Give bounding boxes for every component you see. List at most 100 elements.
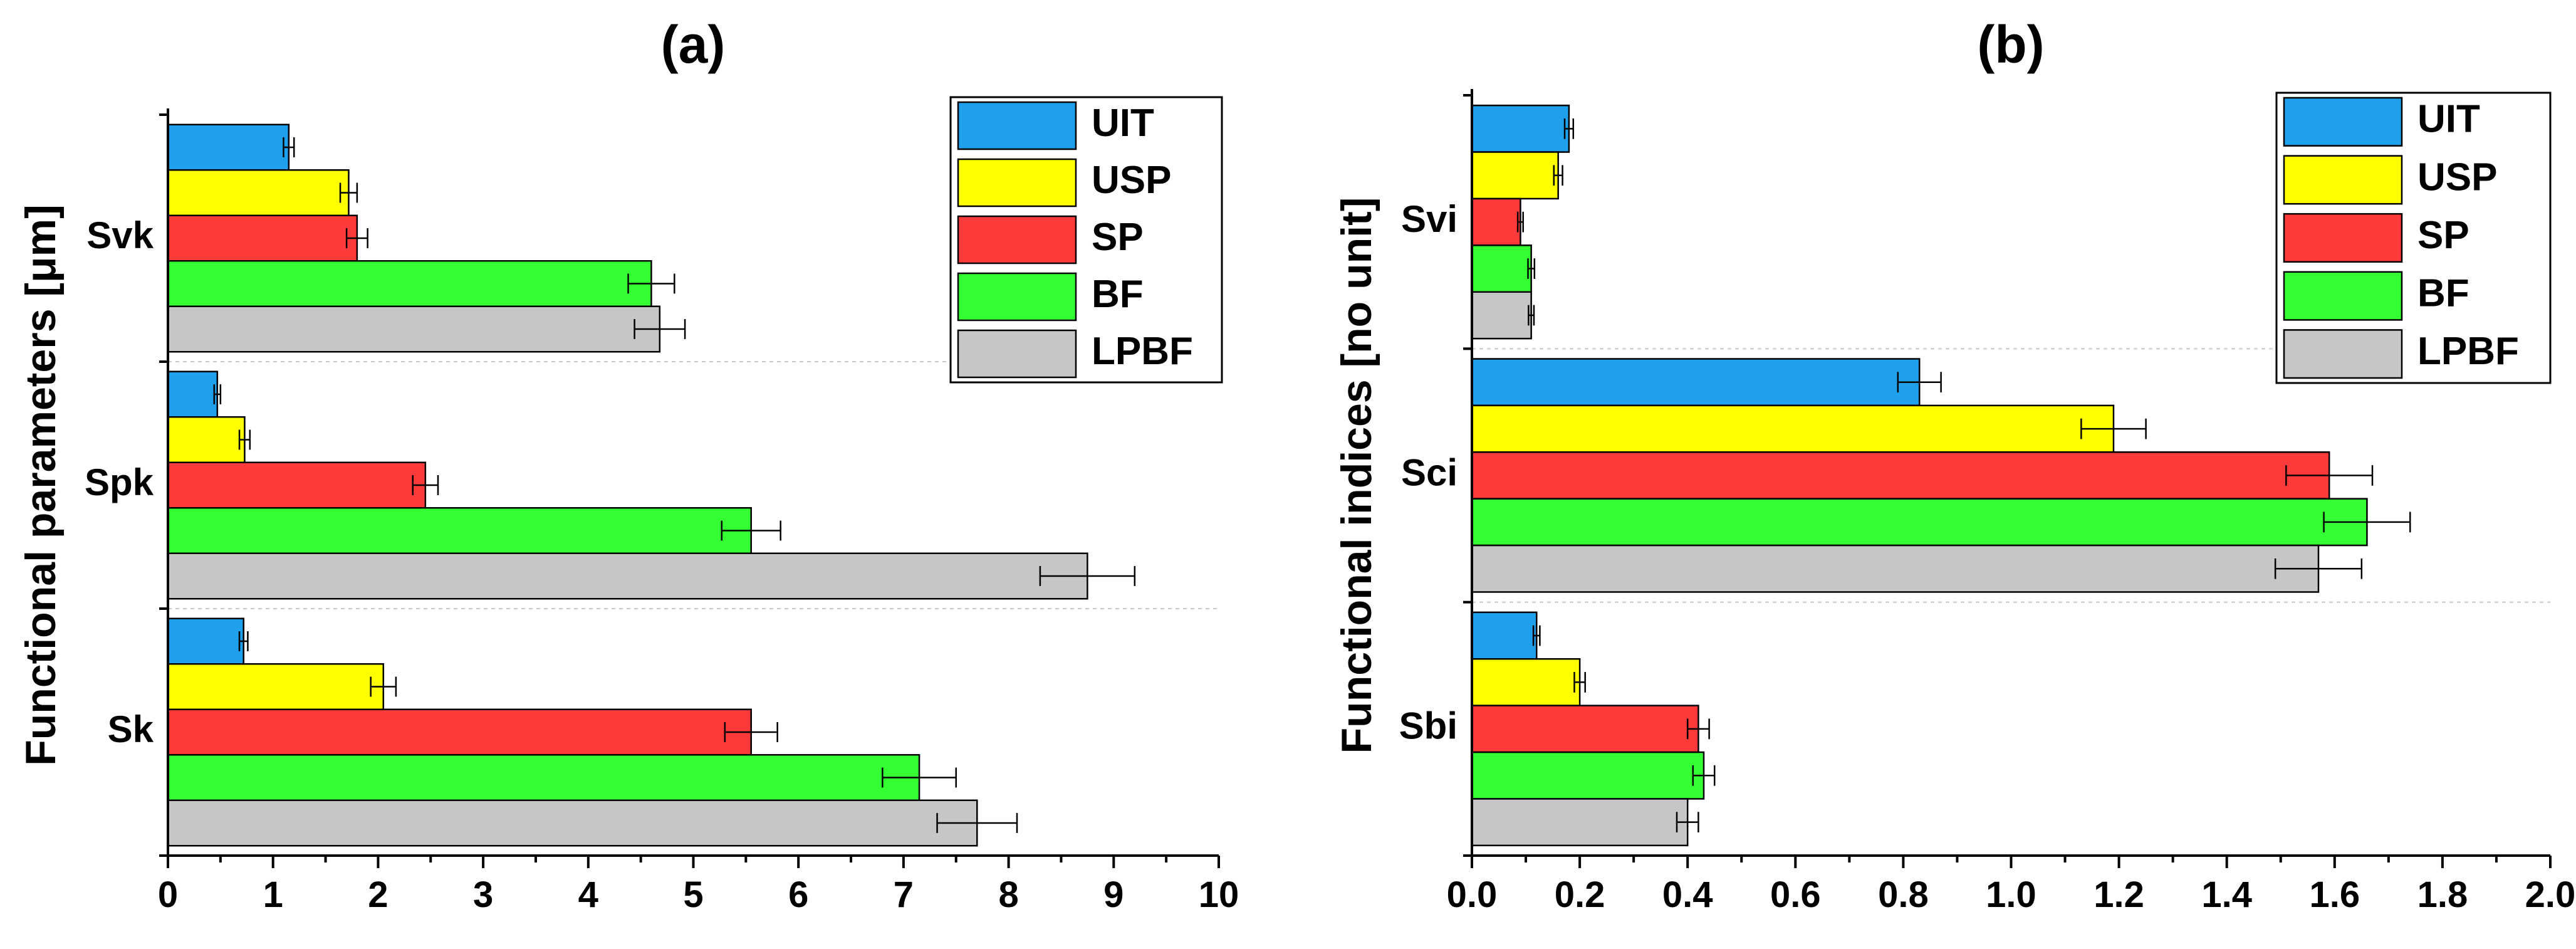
bar-spk-sp [167,461,427,509]
x-tick-label: 0.2 [1555,874,1605,915]
bar-sci-sp [1471,451,2330,500]
category-label: Sbi [1399,705,1457,747]
legend-label: UIT [2417,98,2480,141]
error-bar [213,384,222,404]
error-bar [2274,558,2363,579]
legend-swatch [2283,329,2403,379]
legend: UIT USP SP BF LPBF [2275,92,2552,384]
legend-swatch [957,215,1077,265]
error-bar [345,228,368,248]
bar-sbi-sp [1471,705,1699,753]
x-tick-label: 1.6 [2309,874,2360,915]
legend-swatch [957,272,1077,322]
error-bar [634,319,686,339]
error-bar [238,631,249,651]
error-bar [1532,625,1541,646]
x-tick-label: 9 [1103,874,1124,915]
error-bar [1553,165,1563,186]
x-tick-label: 1.0 [1986,874,2036,915]
legend-label: SP [1092,216,1144,259]
error-bar [2285,465,2374,486]
bar-spk-usp [167,416,246,464]
legend-label: USP [1092,159,1171,202]
y-axis-label: Functional indices [no unit] [1333,197,1380,754]
legend-swatch [957,158,1077,207]
error-bar [882,767,957,788]
category-label: Sci [1401,451,1457,493]
bar-svk-usp [167,169,350,217]
x-tick-label: 0.4 [1662,874,1713,915]
error-bar [2323,511,2411,533]
x-tick-label: 1.4 [2201,874,2252,915]
legend-swatch [2283,97,2403,147]
bar-sci-uit [1471,358,1921,407]
error-bar [627,273,675,294]
x-tick-label: 1 [263,874,283,915]
x-tick-label: 0 [158,874,178,915]
error-bar [1686,718,1710,740]
category-label: Svk [86,214,154,256]
error-bar [1573,672,1586,693]
x-tick-label: 8 [998,874,1018,915]
legend-swatch [2283,212,2403,263]
error-bar [2080,418,2147,439]
bar-spk-uit [167,370,219,418]
error-bar [1039,566,1136,586]
x-tick-label: 0.8 [1878,874,1929,915]
bar-sci-bf [1471,498,2368,547]
error-bar [370,676,397,697]
bar-sk-lpbf [167,799,978,847]
x-tick-label: 0.6 [1770,874,1821,915]
x-tick-label: 4 [578,874,598,915]
error-bar [724,722,778,742]
legend-label: UIT [1092,102,1154,145]
bar-sk-sp [167,708,752,756]
category-label: Svi [1401,198,1457,240]
legend-label: LPBF [2417,330,2519,373]
legend: UIT USP SP BF LPBF [949,96,1223,384]
bar-svk-lpbf [167,305,661,353]
error-bar [1527,258,1536,279]
chart-title: (b) [1977,15,2044,74]
bar-sk-uit [167,617,244,665]
error-bar [1516,211,1524,233]
panel-b: (b) Functional indices [no unit] Svi Sci Sbi… [1333,15,2575,915]
legend-swatch [2283,155,2403,205]
y-axis-label: Functional parameters [μm] [17,204,65,766]
error-bar [721,520,781,541]
error-bar [1692,765,1716,786]
legend-swatch [2283,271,2403,321]
bar-svk-uit [167,123,290,171]
error-bar [1897,372,1942,393]
bar-spk-lpbf [167,552,1088,600]
legend-label: SP [2417,214,2469,257]
legend-swatch [957,101,1077,150]
error-bar [1563,118,1575,139]
x-tick-label: 6 [788,874,808,915]
x-tick-label: 5 [683,874,703,915]
x-tick-label: 1.2 [2094,874,2144,915]
legend-label: USP [2417,155,2497,199]
bar-sbi-uit [1471,611,1538,660]
error-bar [936,813,1018,833]
bar-svi-bf [1471,244,1532,293]
legend-label: LPBF [1092,330,1193,373]
x-tick-label: 2 [368,874,388,915]
x-tick-label: 10 [1199,874,1239,915]
error-bar [412,475,439,495]
bar-sbi-lpbf [1471,798,1689,847]
legend-label: BF [2417,271,2469,315]
panel-a: (a) Functional parameters [μm] Svk Spk Sk 0 1 2… [17,15,1239,915]
category-label: Sk [108,708,154,750]
legend-swatch [957,329,1077,379]
bar-sbi-usp [1471,658,1581,706]
bar-svk-sp [167,214,358,262]
error-bar [238,429,251,450]
bar-sci-usp [1471,404,2115,453]
chart-title: (a) [661,15,726,74]
bar-sci-lpbf [1471,544,2320,593]
x-tick-label: 1.8 [2417,874,2468,915]
legend-label: BF [1092,273,1144,316]
bar-spk-bf [167,506,752,554]
error-bar [1676,812,1699,832]
